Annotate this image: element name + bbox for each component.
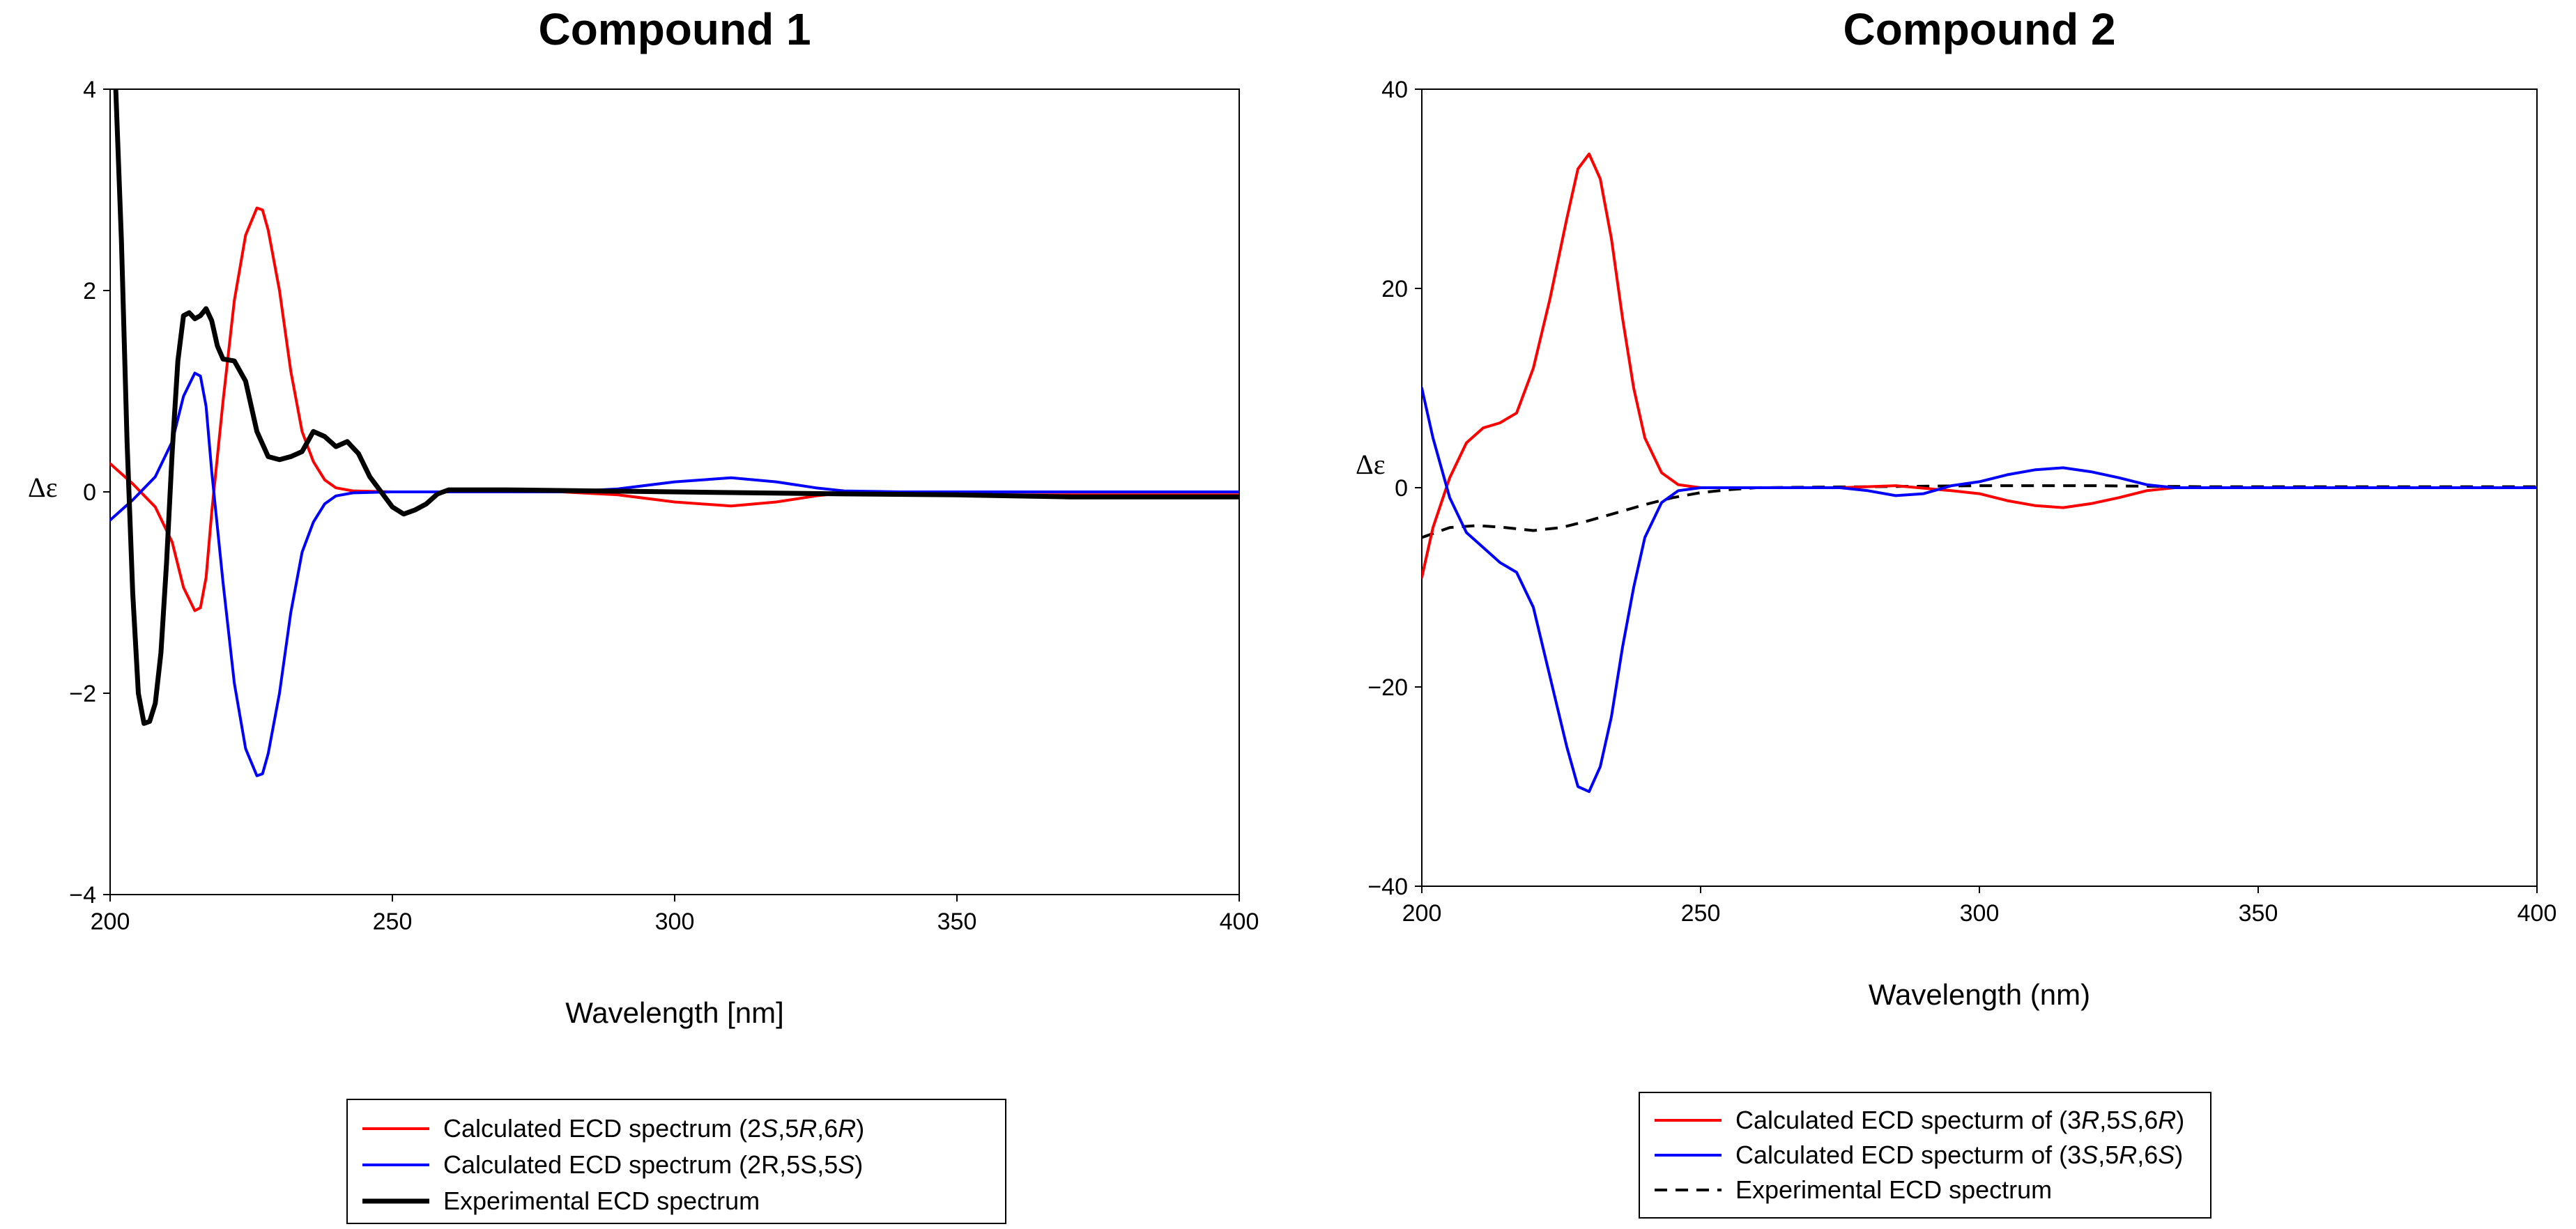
- legend-label-part: S: [2158, 1141, 2175, 1169]
- legend-label-part: R: [799, 1114, 817, 1143]
- legend-label-part: ,6: [817, 1114, 838, 1143]
- y-tick-label: −2: [69, 681, 96, 707]
- legend-label-part: Calculated ECD specturm of (3: [1735, 1106, 2081, 1134]
- legend-label: Calculated ECD specturm of (3S,5R,6S): [1735, 1141, 2183, 1169]
- y-axis-label: Δε: [28, 472, 58, 503]
- y-tick-label: 4: [83, 77, 96, 103]
- legend-box: [1639, 1092, 2211, 1219]
- legend-label-part: S: [761, 1114, 778, 1143]
- x-tick-label: 250: [1681, 900, 1721, 927]
- y-tick-label: 2: [83, 278, 96, 304]
- y-tick-label: 0: [1395, 475, 1408, 502]
- legend-label-part: ): [2176, 1106, 2184, 1134]
- series-line: [1422, 387, 2537, 794]
- legend-label-part: S: [838, 1150, 854, 1179]
- legend-label-part: ,5: [2098, 1141, 2119, 1169]
- legend-label: Experimental ECD spectrum: [443, 1187, 760, 1215]
- legend-label: Calculated ECD spectrum (2R,5S,5S): [443, 1150, 863, 1179]
- x-tick-label: 400: [1220, 909, 1259, 935]
- y-tick-label: −40: [1367, 874, 1408, 900]
- series-line: [113, 89, 1239, 726]
- legend-label-part: R: [838, 1114, 856, 1143]
- series-line: [110, 206, 1239, 612]
- x-tick-label: 400: [2517, 900, 2557, 927]
- y-tick-label: 40: [1381, 77, 1408, 103]
- legend-label-part: ): [856, 1114, 864, 1143]
- x-tick-label: 250: [373, 909, 413, 935]
- legend-label-part: R: [2081, 1106, 2099, 1134]
- legend-label-part: Calculated ECD spectrum (2: [443, 1114, 761, 1143]
- x-axis-label: Wavelength (nm): [1869, 978, 2090, 1011]
- chart-compound-1: Compound 1 200 250 300 350 400 4 2 0 −2 −4 Waveleng…: [28, 4, 1259, 1224]
- legend-label-part: ): [854, 1150, 863, 1179]
- legend-label-part: Calculated ECD spectrum (2R,5S,5: [443, 1150, 838, 1179]
- y-tick-label: 20: [1381, 276, 1408, 302]
- y-tick-label: 0: [83, 479, 96, 506]
- legend-label-part: S: [2081, 1141, 2098, 1169]
- chart-title: Compound 2: [1843, 4, 2115, 54]
- legend-label-part: ,5: [2099, 1106, 2120, 1134]
- y-axis-label: Δε: [1356, 449, 1386, 480]
- x-tick-label: 350: [937, 909, 977, 935]
- y-tick-label: −20: [1367, 674, 1408, 701]
- legend-label: Calculated ECD spectrum (2S,5R,6R): [443, 1114, 864, 1143]
- legend-label-part: ,5: [778, 1114, 799, 1143]
- chart-title: Compound 1: [538, 4, 811, 54]
- x-tick-label: 350: [2239, 900, 2278, 927]
- legend-label-part: ,6: [2137, 1141, 2158, 1169]
- legend-label-part: R: [2158, 1106, 2176, 1134]
- legend-label-part: S: [2120, 1106, 2137, 1134]
- legend-label-part: ): [2175, 1141, 2183, 1169]
- series-line: [110, 371, 1239, 778]
- legend-label-part: Calculated ECD specturm of (3: [1735, 1141, 2081, 1169]
- legend-label-part: Experimental ECD spectrum: [1735, 1175, 2052, 1204]
- legend-label-part: Experimental ECD spectrum: [443, 1187, 760, 1215]
- legend-label: Calculated ECD specturm of (3R,5S,6R): [1735, 1106, 2184, 1134]
- x-tick-label: 200: [91, 909, 130, 935]
- x-tick-label: 200: [1402, 900, 1442, 927]
- y-tick-label: −4: [69, 882, 96, 909]
- x-tick-label: 300: [1960, 900, 2000, 927]
- legend-label-part: ,6: [2137, 1106, 2158, 1134]
- legend-box: [346, 1099, 1006, 1224]
- x-axis-label: Wavelength [nm]: [565, 996, 784, 1029]
- legend-label: Experimental ECD spectrum: [1735, 1175, 2052, 1204]
- series-line: [1422, 153, 2537, 579]
- legend-label-part: R: [2119, 1141, 2137, 1169]
- x-tick-label: 300: [655, 909, 695, 935]
